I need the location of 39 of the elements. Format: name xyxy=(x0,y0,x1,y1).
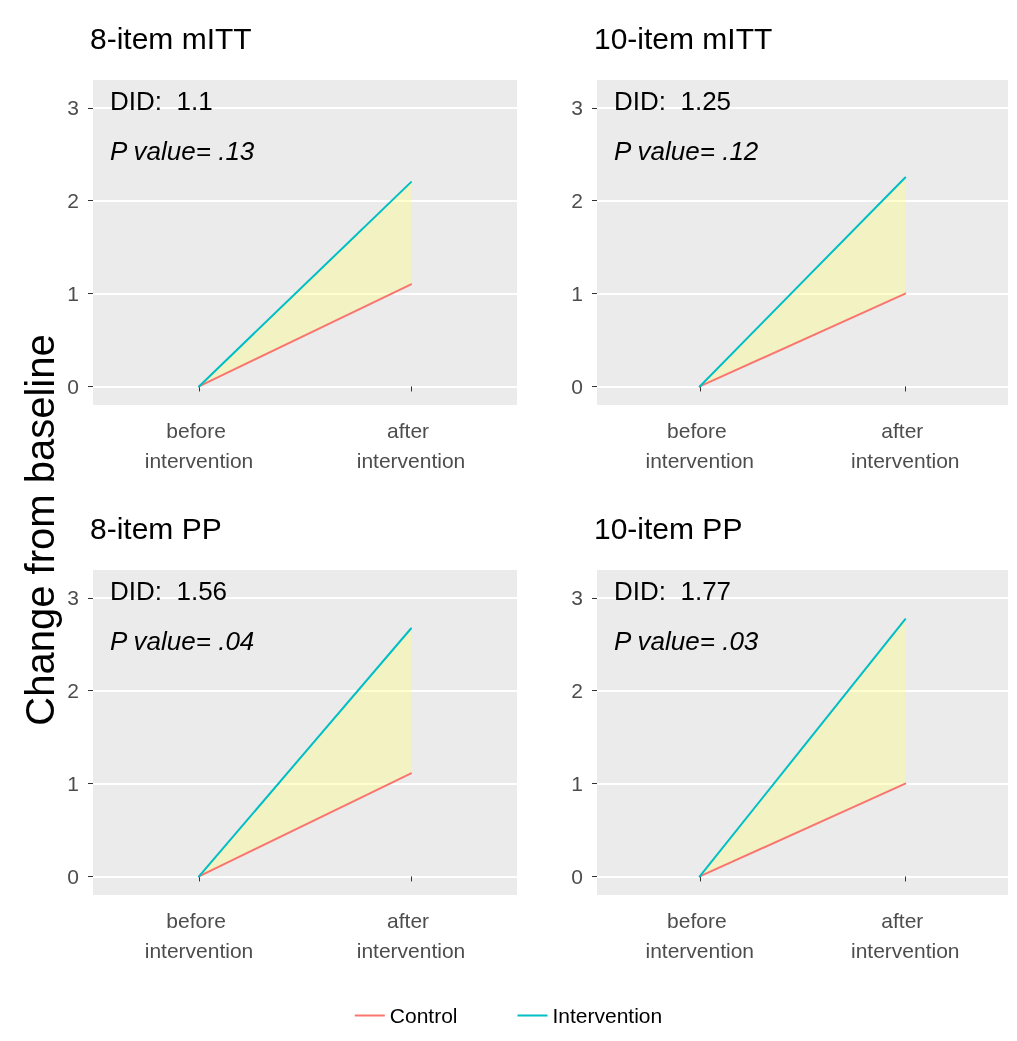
chart-title: 10-item mITT xyxy=(594,21,773,55)
y-tick-label: 2 xyxy=(67,189,79,213)
y-tick-label: 2 xyxy=(571,679,583,703)
y-tick-label: 1 xyxy=(67,772,79,796)
x-tick-label: before intervention xyxy=(144,908,254,962)
x-tick-label: before intervention xyxy=(645,418,755,472)
y-tick-label: 1 xyxy=(67,282,79,306)
annotation: P value= .04 xyxy=(110,626,255,656)
x-tick-label: before intervention xyxy=(144,418,254,472)
x-tick-label: after intervention xyxy=(356,418,466,472)
chart-title: 8-item PP xyxy=(90,511,222,545)
y-axis-title: Change from baseline xyxy=(18,334,62,726)
chart-title: 10-item PP xyxy=(594,511,743,545)
chart-title: 8-item mITT xyxy=(90,21,252,55)
x-tick-label: after intervention xyxy=(356,908,466,962)
annotation: DID: 1.56 xyxy=(110,576,228,606)
y-tick-label: 0 xyxy=(67,864,79,888)
y-tick-label: 3 xyxy=(571,96,583,120)
y-tick-label: 0 xyxy=(67,374,79,398)
annotation: DID: 1.25 xyxy=(614,86,732,116)
x-tick-label: after intervention xyxy=(850,418,960,472)
x-tick-label: before intervention xyxy=(645,908,755,962)
y-tick-label: 3 xyxy=(571,586,583,610)
y-tick-label: 0 xyxy=(571,374,583,398)
annotation: P value= .13 xyxy=(110,136,255,166)
y-tick-label: 0 xyxy=(571,864,583,888)
y-tick-label: 1 xyxy=(571,282,583,306)
legend-label: Intervention xyxy=(552,1004,663,1027)
y-tick-label: 3 xyxy=(67,96,79,120)
y-tick-label: 2 xyxy=(67,679,79,703)
annotation: DID: 1.77 xyxy=(614,576,732,606)
y-tick-label: 3 xyxy=(67,586,79,610)
annotation: DID: 1.1 xyxy=(110,86,213,116)
annotation: P value= .03 xyxy=(614,626,759,656)
annotation: P value= .12 xyxy=(614,136,759,166)
x-tick-label: after intervention xyxy=(850,908,960,962)
legend-label: Control xyxy=(389,1004,458,1027)
y-tick-label: 2 xyxy=(571,189,583,213)
y-tick-label: 1 xyxy=(571,772,583,796)
